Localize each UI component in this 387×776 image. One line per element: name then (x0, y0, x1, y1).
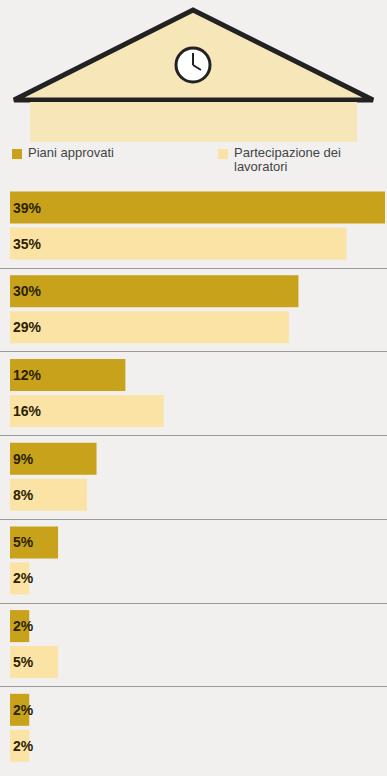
svg-text:30%: 30% (13, 283, 42, 299)
svg-text:5%: 5% (13, 654, 34, 670)
svg-text:8%: 8% (13, 487, 34, 503)
svg-text:2%: 2% (13, 738, 34, 754)
svg-text:5%: 5% (13, 534, 34, 550)
html-text:Partecipazione dei lavoratori: Partecipazione dei lavoratori (234, 145, 341, 174)
svg-text:29%: 29% (13, 319, 42, 335)
svg-text:2%: 2% (13, 702, 34, 718)
svg-text:12%: 12% (13, 367, 42, 383)
svg-text:16%: 16% (13, 403, 42, 419)
html-text:Piani approvati: Piani approvati (28, 145, 114, 160)
svg-text:39%: 39% (13, 200, 42, 216)
svg-text:2%: 2% (13, 618, 34, 634)
svg-text:35%: 35% (13, 236, 42, 252)
svg-text:9%: 9% (13, 451, 34, 467)
svg-text:2%: 2% (13, 570, 34, 586)
